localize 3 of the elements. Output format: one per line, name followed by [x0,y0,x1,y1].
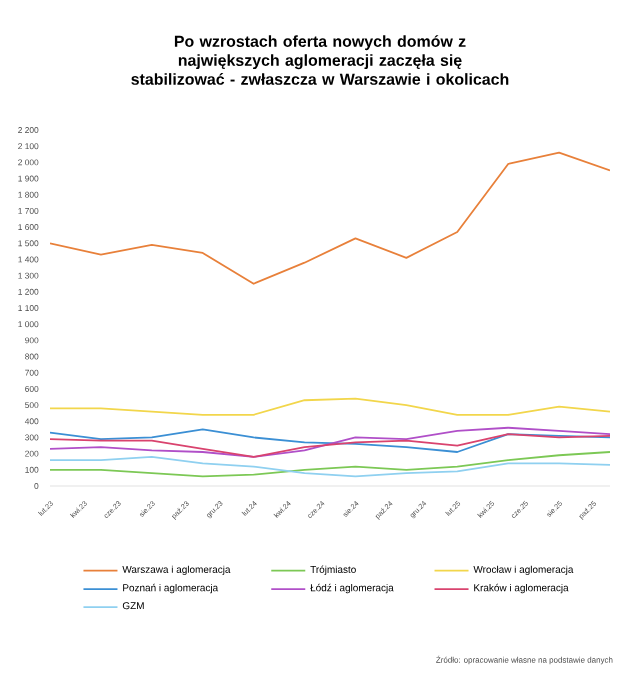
line-series [50,433,610,458]
line-series [50,151,610,285]
line-series [50,397,610,416]
